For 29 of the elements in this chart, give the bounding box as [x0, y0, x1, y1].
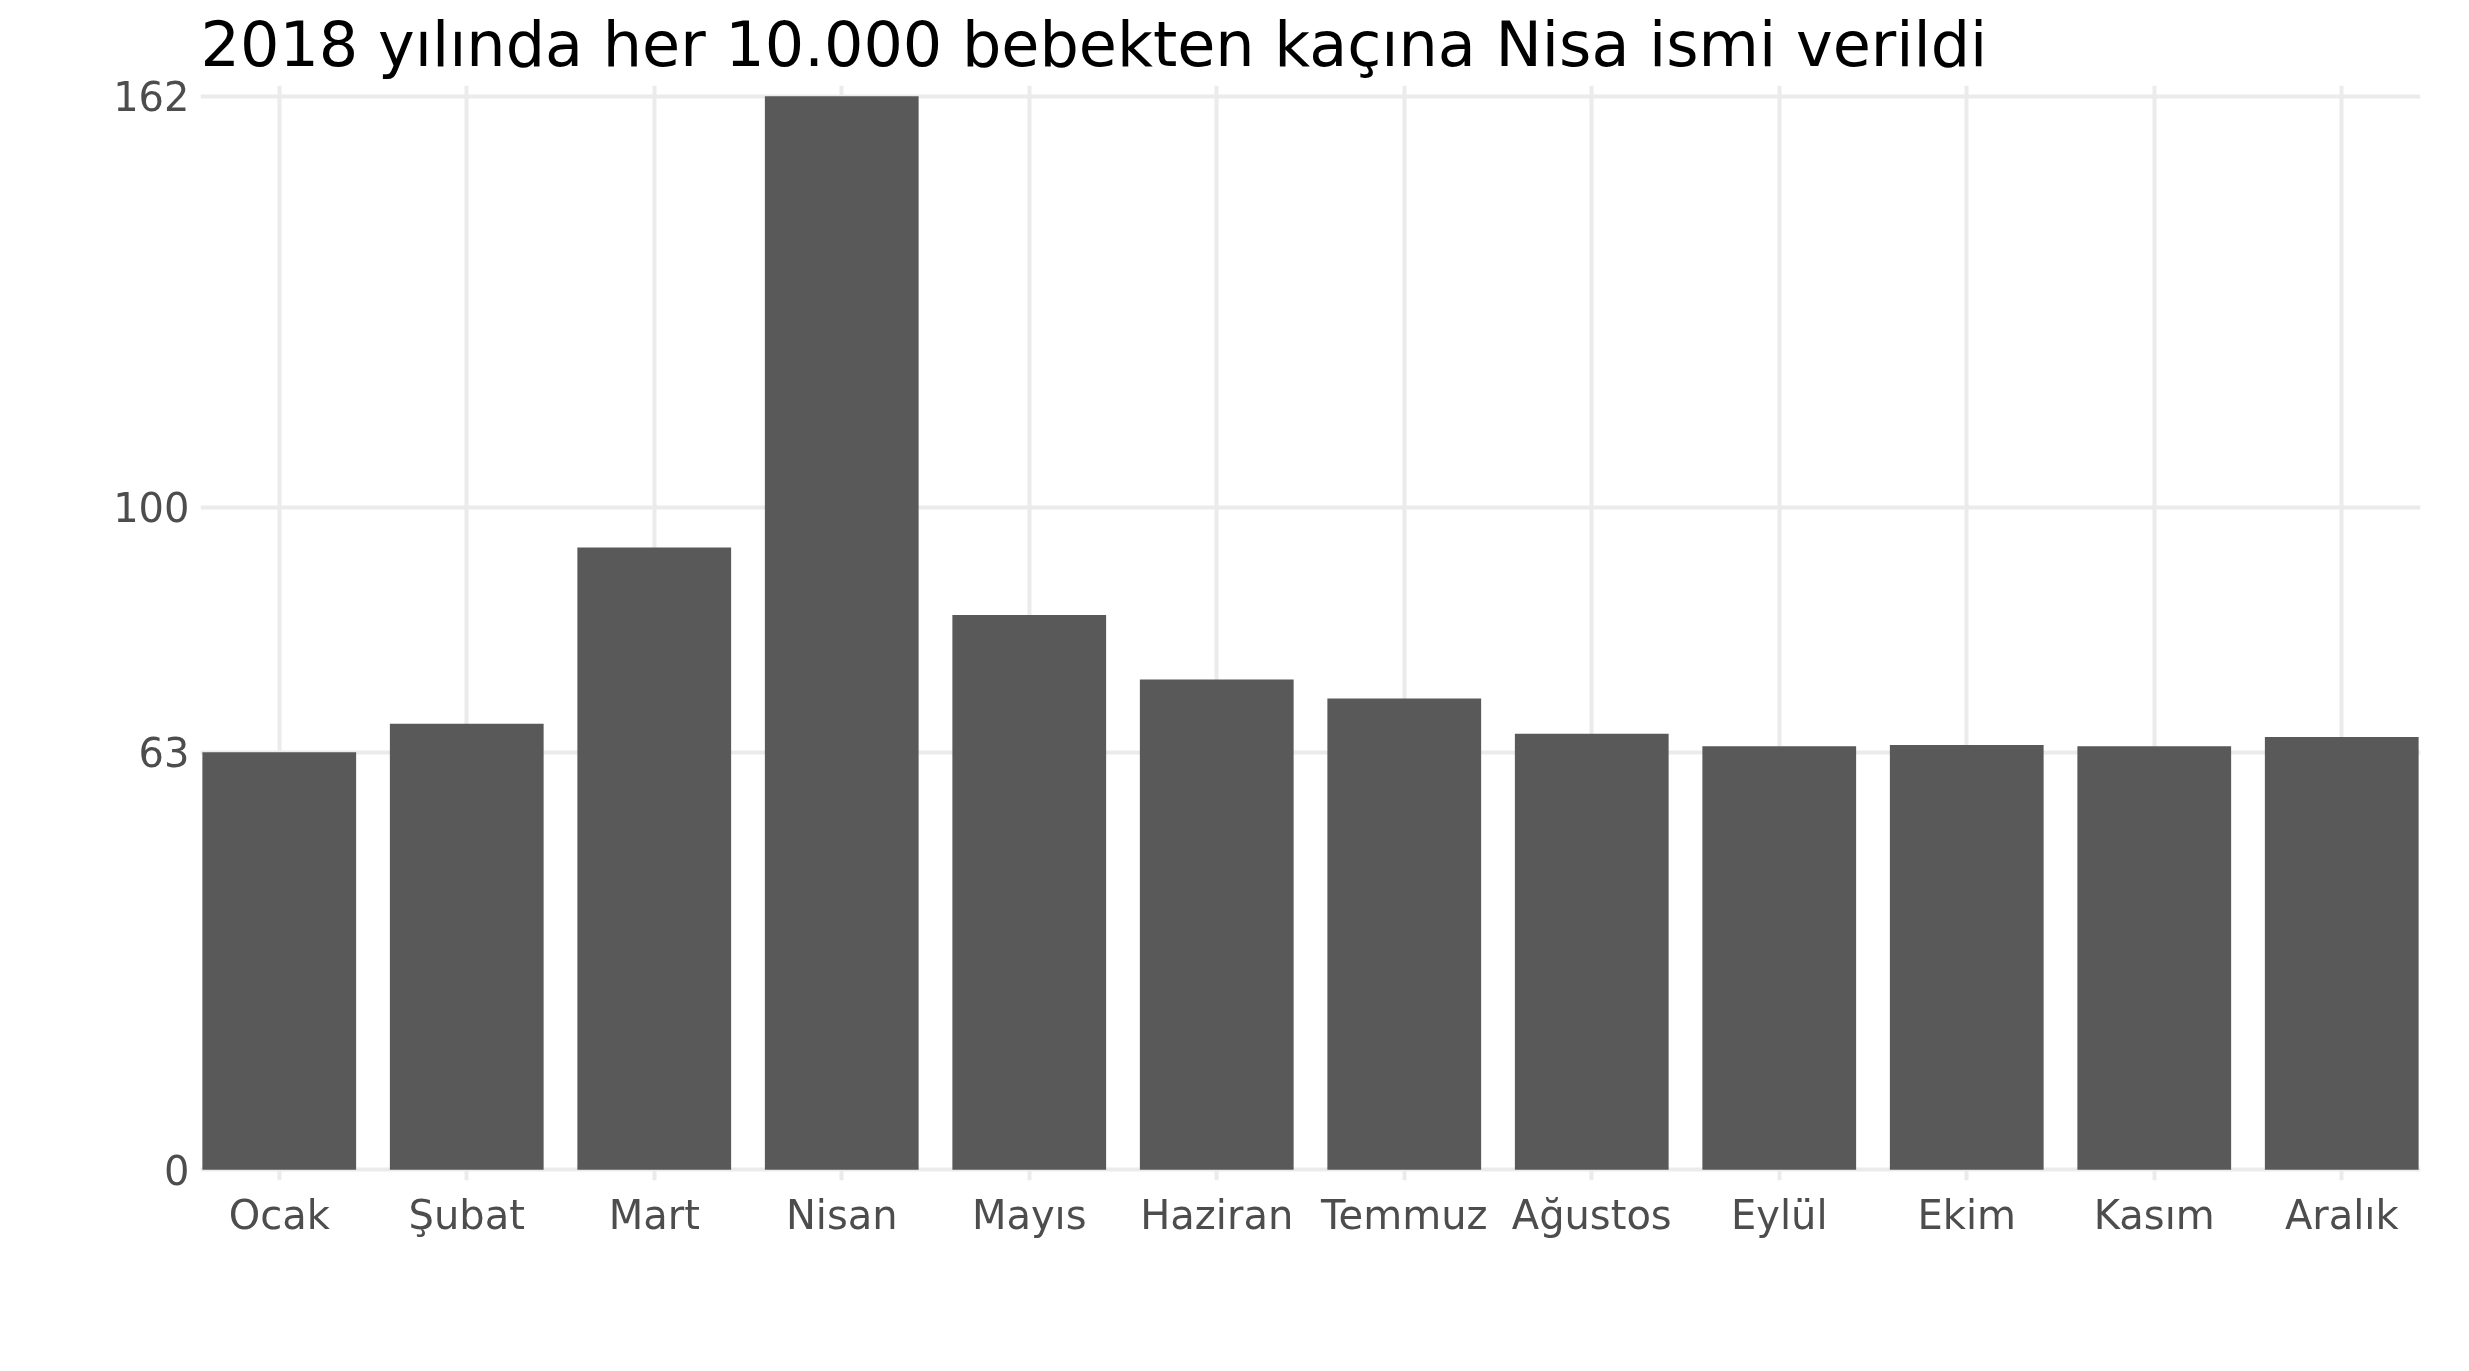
- x-tick-label: Eylül: [1730, 1191, 1828, 1238]
- x-tick-label: Şubat: [408, 1191, 525, 1238]
- bar: [1702, 746, 1857, 1170]
- x-tick-label: Ağustos: [1511, 1191, 1672, 1238]
- y-tick-label: 162: [113, 74, 190, 121]
- bar: [952, 615, 1107, 1170]
- bar: [577, 547, 732, 1170]
- x-tick-label: Temmuz: [1319, 1191, 1488, 1238]
- x-tick-label: Mart: [608, 1191, 700, 1238]
- x-tick-label: Ocak: [228, 1191, 331, 1238]
- x-tick-label: Ekim: [1917, 1191, 2017, 1238]
- bar: [1514, 733, 1669, 1170]
- bar: [1139, 679, 1294, 1170]
- y-tick-label: 100: [113, 485, 190, 532]
- x-tick-label: Haziran: [1140, 1191, 1294, 1238]
- bar: [1889, 744, 2044, 1170]
- bar: [2264, 737, 2419, 1170]
- x-tick-label: Mayıs: [971, 1191, 1087, 1238]
- bar: [389, 723, 544, 1170]
- x-tick-label: Nisan: [785, 1191, 898, 1238]
- chart-title: 2018 yılında her 10.000 bebekten kaçına Nisa ismi verildi: [200, 7, 1988, 81]
- y-tick-label: 63: [138, 730, 190, 777]
- bar: [202, 752, 357, 1170]
- y-tick-label: 0: [164, 1147, 190, 1194]
- bar: [1327, 698, 1482, 1170]
- bar: [2077, 746, 2232, 1170]
- bar: [764, 96, 919, 1170]
- x-tick-label: Aralık: [2284, 1191, 2400, 1238]
- x-tick-label: Kasım: [2093, 1191, 2215, 1238]
